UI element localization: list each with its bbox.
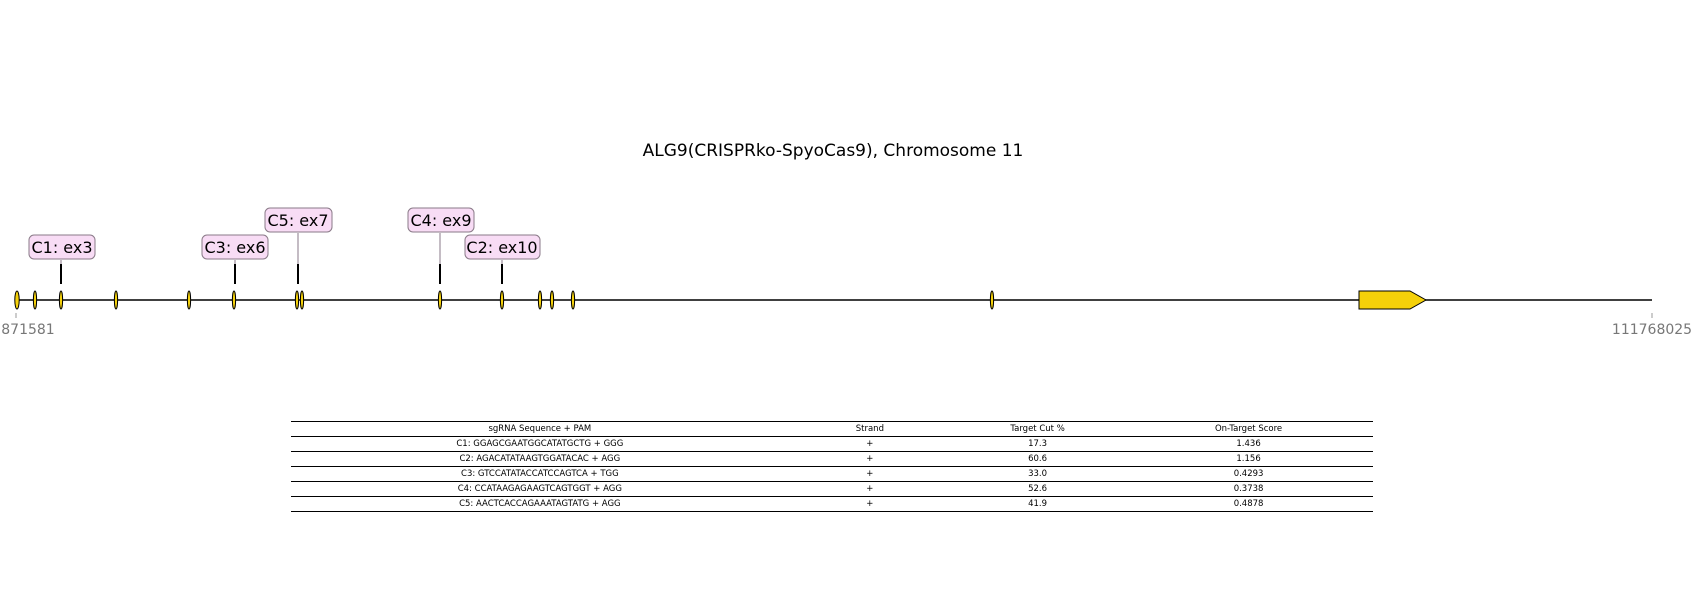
table-row: C5: AACTCACCAGAAATAGTATG + AGG + 41.9 0.… (291, 497, 1373, 512)
guide-label: C5: ex7 (267, 211, 328, 230)
gene-end-arrow (1358, 290, 1428, 310)
cell-score: 0.4293 (1233, 469, 1264, 479)
exon-mark (499, 290, 505, 310)
cell-strand: + (866, 499, 874, 509)
guide-label-box (407, 207, 475, 233)
cell-cut: 41.9 (1028, 499, 1048, 509)
cell-strand: + (866, 454, 874, 464)
exon-marks (14, 290, 995, 310)
cell-sequence: C5: AACTCACCAGAAATAGTATG + AGG (459, 499, 621, 509)
table-row: C3: GTCCATATACCATCCAGTCA + TGG + 33.0 0.… (291, 467, 1373, 482)
cell-score: 1.156 (1236, 454, 1261, 464)
cell-score: 0.4878 (1233, 499, 1264, 509)
cell-strand: + (866, 484, 874, 494)
guide-label: C4: ex9 (410, 211, 471, 230)
axis-end-label: 111768025 (1612, 322, 1692, 338)
table-row: C2: AGACATATAAGTGGATACAC + AGG + 60.6 1.… (291, 452, 1373, 467)
figure-title: ALG9(CRISPRko-SpyoCas9), Chromosome 11 (643, 141, 1024, 161)
guide-label: C1: ex3 (31, 238, 92, 257)
table-row: C1: GGAGCGAATGGCATATGCTG + GGG + 17.3 1.… (291, 437, 1373, 452)
exon-mark (989, 290, 995, 310)
col-header-score: On-Target Score (1214, 424, 1283, 434)
exon-mark (537, 290, 543, 310)
col-header-strand: Strand (855, 424, 884, 434)
guide-callout-c4: C4: ex9 (407, 207, 475, 284)
exon-mark (58, 290, 64, 310)
exon-mark (186, 290, 192, 310)
guide-callout-c3: C3: ex6 (201, 234, 269, 284)
exon-mark (294, 290, 300, 310)
exon-mark (437, 290, 443, 310)
guide-label: C2: ex10 (466, 238, 537, 257)
cell-cut: 17.3 (1028, 439, 1048, 449)
cell-sequence: C3: GTCCATATACCATCCAGTCA + TGG (461, 469, 619, 479)
cell-sequence: C1: GGAGCGAATGGCATATGCTG + GGG (456, 439, 624, 449)
table-header-row: sgRNA Sequence + PAM Strand Target Cut %… (291, 421, 1373, 437)
cell-strand: + (866, 469, 874, 479)
exon-mark (570, 290, 576, 310)
exon-mark (299, 290, 305, 310)
col-header-sequence: sgRNA Sequence + PAM (488, 424, 592, 434)
cell-strand: + (866, 439, 874, 449)
sgrna-table: sgRNA Sequence + PAM Strand Target Cut %… (291, 421, 1373, 512)
guide-label-box (201, 234, 269, 260)
exon-mark (113, 290, 119, 310)
axis-start-label: 871581 (1, 322, 54, 338)
exon-mark (549, 290, 555, 310)
exon-mark (231, 290, 237, 310)
guide-label: C3: ex6 (204, 238, 265, 257)
exon-mark (14, 290, 20, 310)
cell-cut: 60.6 (1028, 454, 1048, 464)
cell-sequence: C2: AGACATATAAGTGGATACAC + AGG (459, 454, 621, 464)
cell-score: 1.436 (1236, 439, 1261, 449)
guide-label-box (264, 207, 333, 233)
cell-score: 0.3738 (1233, 484, 1264, 494)
cell-sequence: C4: CCATAAGAGAAGTCAGTGGT + AGG (457, 484, 622, 494)
col-header-cut: Target Cut % (1010, 424, 1065, 434)
guide-callout-c5: C5: ex7 (264, 207, 333, 284)
exon-mark (32, 290, 38, 310)
guide-label-box (464, 234, 541, 260)
table-row: C4: CCATAAGAGAAGTCAGTGGT + AGG + 52.6 0.… (291, 482, 1373, 497)
cell-cut: 52.6 (1028, 484, 1048, 494)
cell-cut: 33.0 (1028, 469, 1048, 479)
guide-callout-c2: C2: ex10 (464, 234, 541, 284)
guide-callout-c1: C1: ex3 (28, 234, 96, 284)
guide-label-box (28, 234, 96, 260)
